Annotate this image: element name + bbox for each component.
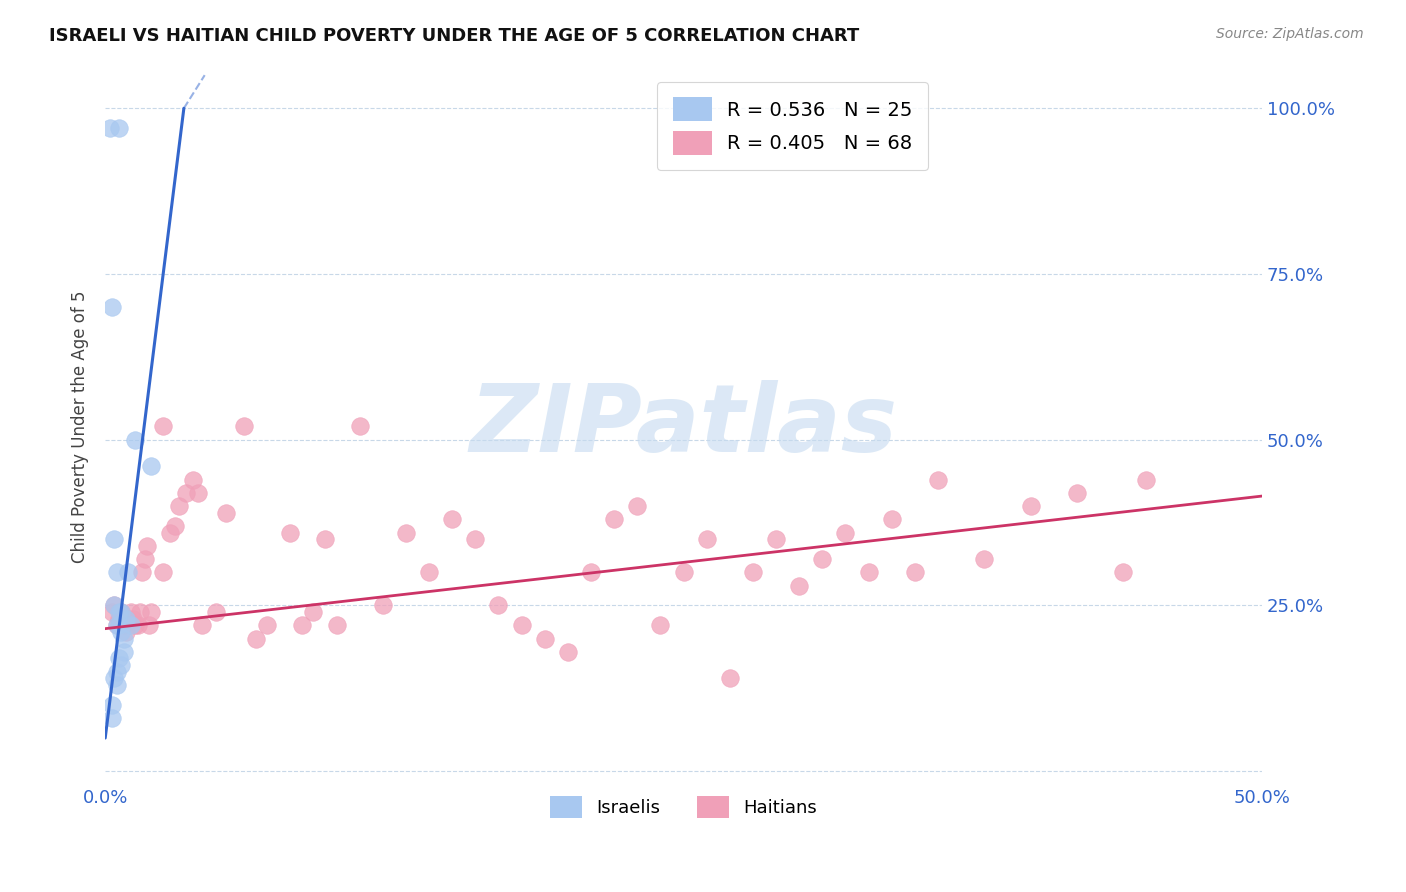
Point — [742, 566, 765, 580]
Point — [1019, 499, 1042, 513]
Point — [904, 566, 927, 580]
Point — [103, 599, 125, 613]
Point — [122, 612, 145, 626]
Point — [124, 433, 146, 447]
Point — [98, 121, 121, 136]
Point — [464, 532, 486, 546]
Point — [108, 651, 131, 665]
Point — [973, 552, 995, 566]
Point — [1112, 566, 1135, 580]
Point — [1135, 473, 1157, 487]
Point — [108, 121, 131, 136]
Point — [314, 532, 336, 546]
Point — [214, 506, 236, 520]
Point — [187, 485, 209, 500]
Point — [696, 532, 718, 546]
Point — [278, 525, 301, 540]
Point — [205, 605, 228, 619]
Point — [112, 618, 135, 632]
Point — [603, 512, 626, 526]
Point — [395, 525, 418, 540]
Point — [117, 566, 139, 580]
Point — [1066, 485, 1088, 500]
Point — [110, 605, 132, 619]
Point — [626, 499, 648, 513]
Point — [105, 665, 128, 679]
Point — [115, 624, 138, 639]
Point — [533, 632, 555, 646]
Y-axis label: Child Poverty Under the Age of 5: Child Poverty Under the Age of 5 — [72, 290, 89, 563]
Point — [141, 459, 163, 474]
Point — [105, 678, 128, 692]
Point — [105, 566, 128, 580]
Point — [245, 632, 267, 646]
Point — [191, 618, 214, 632]
Point — [880, 512, 903, 526]
Legend: Israelis, Haitians: Israelis, Haitians — [543, 789, 825, 825]
Text: Source: ZipAtlas.com: Source: ZipAtlas.com — [1216, 27, 1364, 41]
Point — [103, 672, 125, 686]
Point — [163, 519, 186, 533]
Point — [105, 618, 128, 632]
Point — [834, 525, 856, 540]
Point — [103, 532, 125, 546]
Point — [134, 552, 156, 566]
Point — [291, 618, 314, 632]
Point — [110, 624, 132, 639]
Point — [110, 658, 132, 673]
Point — [650, 618, 672, 632]
Point — [811, 552, 834, 566]
Point — [233, 419, 256, 434]
Point — [112, 632, 135, 646]
Point — [672, 566, 695, 580]
Point — [152, 566, 174, 580]
Point — [135, 539, 157, 553]
Point — [115, 612, 138, 626]
Point — [105, 618, 128, 632]
Point — [131, 566, 153, 580]
Text: ISRAELI VS HAITIAN CHILD POVERTY UNDER THE AGE OF 5 CORRELATION CHART: ISRAELI VS HAITIAN CHILD POVERTY UNDER T… — [49, 27, 859, 45]
Point — [927, 473, 949, 487]
Point — [441, 512, 464, 526]
Point — [101, 698, 124, 712]
Point — [349, 419, 371, 434]
Point — [127, 618, 149, 632]
Point — [129, 605, 152, 619]
Point — [787, 578, 810, 592]
Point — [103, 599, 125, 613]
Point — [174, 485, 197, 500]
Point — [159, 525, 181, 540]
Point — [858, 566, 880, 580]
Point — [167, 499, 190, 513]
Point — [120, 605, 142, 619]
Point — [108, 605, 131, 619]
Text: ZIPatlas: ZIPatlas — [470, 381, 897, 473]
Point — [124, 618, 146, 632]
Point — [510, 618, 533, 632]
Point — [152, 419, 174, 434]
Point — [418, 566, 440, 580]
Point — [117, 612, 139, 626]
Point — [110, 605, 132, 619]
Point — [557, 645, 579, 659]
Point — [302, 605, 325, 619]
Point — [371, 599, 394, 613]
Point — [141, 605, 163, 619]
Point — [488, 599, 510, 613]
Point — [138, 618, 160, 632]
Point — [101, 300, 124, 314]
Point — [101, 711, 124, 725]
Point — [108, 618, 131, 632]
Point — [120, 618, 142, 632]
Point — [718, 672, 741, 686]
Point — [108, 612, 131, 626]
Point — [256, 618, 278, 632]
Point — [112, 645, 135, 659]
Point — [579, 566, 602, 580]
Point — [325, 618, 347, 632]
Point — [101, 605, 124, 619]
Point — [765, 532, 787, 546]
Point — [181, 473, 204, 487]
